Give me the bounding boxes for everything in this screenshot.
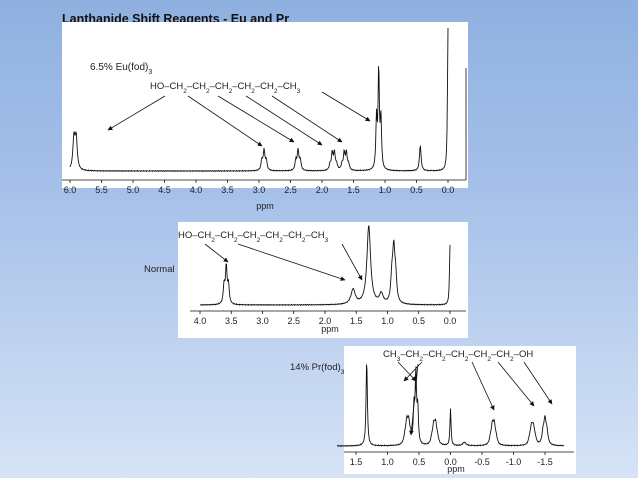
normal-x-tick-label: 2.0 xyxy=(319,316,332,326)
eu-arrow-ch2-4 xyxy=(271,95,343,143)
pr-structure-formula: CH3–CH2–CH2–CH2–CH2–CH2–OH xyxy=(383,349,533,363)
eu-arrow-ch3 xyxy=(321,91,371,122)
normal-assignment-arrows xyxy=(204,243,363,281)
eu-x-tick-label: 4.5 xyxy=(158,185,171,195)
pr-x-axis-label: ppm xyxy=(447,464,465,474)
normal-spectrum-panel: Normal HO–CH2–CH2–CH2–CH2–CH2–CH3 4.0 3.5… xyxy=(144,222,468,338)
pr-arrow-ch2-1 xyxy=(403,361,423,382)
normal-arrow-ch3 xyxy=(341,243,363,281)
pr-spectrum-trace xyxy=(336,364,565,448)
normal-arrow-ch2-beta xyxy=(237,243,346,281)
pr-spectrum-panel: 14% Pr(fod)3 CH3–CH2–CH2–CH2–CH2–CH2–OH … xyxy=(290,346,576,474)
pr-x-tick-label: 1.5 xyxy=(350,457,363,467)
pr-arrow-ch2-3 xyxy=(471,361,495,411)
normal-x-ticks: 4.0 3.5 3.0 2.5 2.0 1.5 1.0 0.5 0.0 xyxy=(194,311,457,326)
eu-x-tick-label: 2.0 xyxy=(316,185,329,195)
pr-arrow-ch3 xyxy=(397,361,417,382)
eu-x-tick-label: 1.0 xyxy=(379,185,392,195)
pr-x-tick-label: -1.5 xyxy=(537,457,553,467)
eu-arrow-ch2-2 xyxy=(217,95,295,143)
normal-x-tick-label: 3.5 xyxy=(225,316,238,326)
normal-structure-formula: HO–CH2–CH2–CH2–CH2–CH2–CH3 xyxy=(178,230,329,244)
eu-x-tick-label: 4.0 xyxy=(190,185,203,195)
normal-arrow-ch2-alpha xyxy=(204,243,229,263)
pr-condition-label: 14% Pr(fod)3 xyxy=(290,362,345,376)
pr-arrow-oh xyxy=(523,361,553,405)
eu-x-tick-label: 3.5 xyxy=(221,185,234,195)
pr-arrow-ch2-4 xyxy=(497,361,535,407)
eu-arrow-ch2-1 xyxy=(187,95,263,147)
normal-x-tick-label: 1.5 xyxy=(350,316,363,326)
eu-x-tick-label: 3.0 xyxy=(253,185,266,195)
eu-x-tick-label: 5.0 xyxy=(127,185,140,195)
normal-plot-area xyxy=(178,222,468,338)
eu-x-tick-label: 1.5 xyxy=(347,185,360,195)
eu-x-axis-label: ppm xyxy=(256,201,274,211)
normal-x-tick-label: 3.0 xyxy=(256,316,269,326)
normal-x-tick-label: 2.5 xyxy=(287,316,300,326)
eu-spectrum-panel: 6.5% Eu(fod)3 HO–CH2–CH2–CH2–CH2–CH2–CH3… xyxy=(62,22,468,211)
eu-assignment-arrows xyxy=(107,91,371,147)
eu-x-tick-label: 0.0 xyxy=(442,185,455,195)
normal-x-tick-label: 1.0 xyxy=(381,316,394,326)
pr-x-tick-label: -1.0 xyxy=(506,457,522,467)
pr-plot-area xyxy=(344,346,576,474)
eu-x-tick-label: 6.0 xyxy=(64,185,77,195)
normal-x-axis-label: ppm xyxy=(321,324,339,334)
eu-x-tick-label: 2.5 xyxy=(284,185,297,195)
pr-x-ticks: 1.5 1.0 0.5 0.0 -0.5 -1.0 -1.5 xyxy=(350,452,553,467)
pr-x-tick-label: 0.0 xyxy=(444,457,457,467)
eu-condition-label: 6.5% Eu(fod)3 xyxy=(90,62,152,76)
eu-x-tick-label: 5.5 xyxy=(95,185,108,195)
normal-x-tick-label: 4.0 xyxy=(194,316,207,326)
normal-condition-label: Normal xyxy=(144,264,175,275)
eu-x-ticks: 6.0 5.5 5.0 4.5 4.0 3.5 3.0 2.5 2.0 1.5 1.0 0.5 0.0 xyxy=(64,180,455,195)
normal-x-tick-label: 0.0 xyxy=(444,316,457,326)
pr-x-tick-label: -0.5 xyxy=(474,457,490,467)
normal-x-tick-label: 0.5 xyxy=(412,316,425,326)
pr-x-tick-label: 1.0 xyxy=(381,457,394,467)
eu-arrow-ch2-3 xyxy=(245,95,323,146)
eu-plot-area xyxy=(62,22,468,188)
pr-x-tick-label: 0.5 xyxy=(413,457,426,467)
eu-arrow-oh xyxy=(107,95,166,131)
eu-spectrum-trace xyxy=(69,27,449,173)
eu-structure-formula: HO–CH2–CH2–CH2–CH2–CH2–CH3 xyxy=(150,81,301,95)
eu-x-tick-label: 0.5 xyxy=(410,185,423,195)
normal-spectrum-trace xyxy=(199,225,451,307)
